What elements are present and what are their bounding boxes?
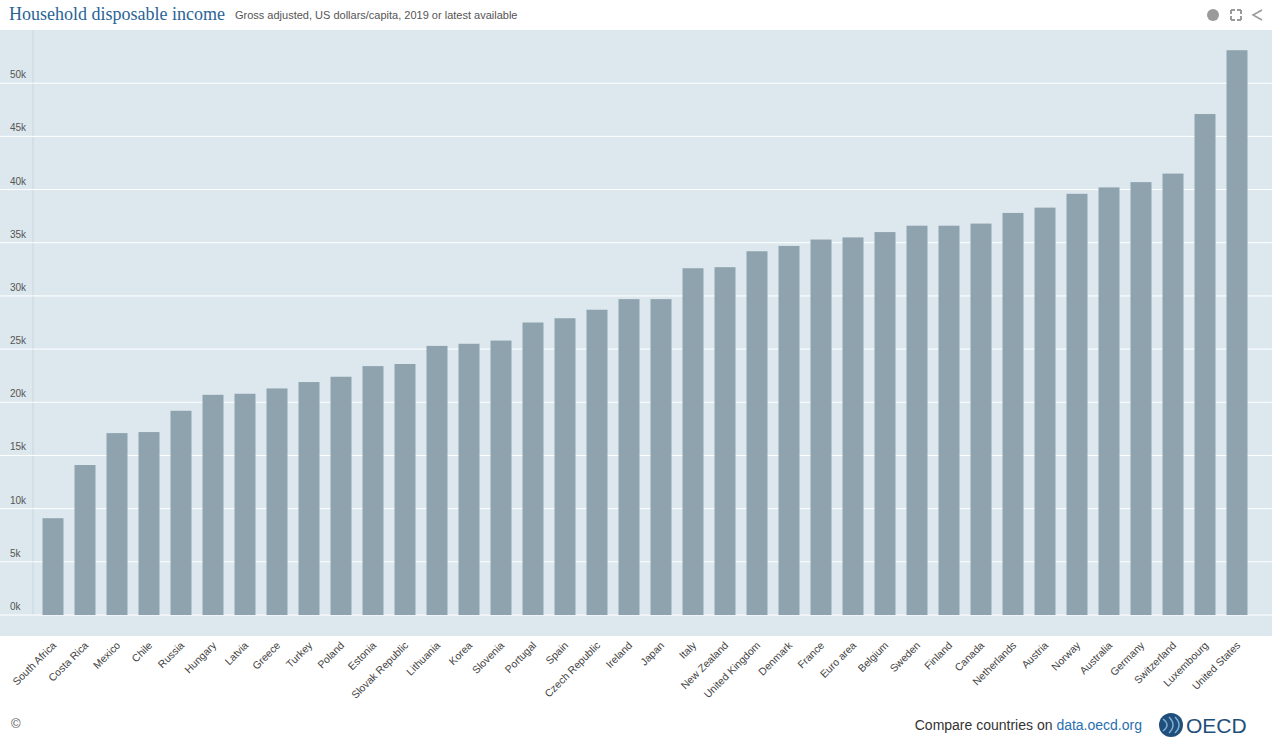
footer-link[interactable]: data.oecd.org (1056, 717, 1142, 733)
y-tick-label: 40k (10, 176, 27, 187)
bar (1163, 174, 1184, 615)
y-tick-label: 45k (10, 122, 27, 133)
bar (267, 388, 288, 615)
x-tick-label: Portugal (502, 639, 538, 675)
bar (1195, 114, 1216, 615)
bar (619, 299, 640, 615)
x-tick-label: Netherlands (970, 639, 1019, 688)
logo-globe (1159, 713, 1183, 737)
bar (587, 310, 608, 615)
x-tick-label: Finland (922, 639, 955, 672)
bar (395, 364, 416, 615)
y-tick-label: 35k (10, 229, 27, 240)
x-tick-label: Slovak Republic (349, 639, 411, 701)
x-tick-label: Belgium (855, 639, 890, 674)
x-tick-label: Japan (638, 639, 667, 668)
x-tick-label: Sweden (887, 639, 922, 674)
bar (491, 341, 512, 615)
y-tick-label: 20k (10, 388, 27, 399)
bar (651, 299, 672, 615)
share-icon (1253, 10, 1262, 20)
info-icon (1207, 9, 1219, 21)
copyright: © (11, 716, 21, 731)
subtitle: Gross adjusted, US dollars/capita, 2019 … (235, 9, 518, 21)
x-tick-label: Korea (446, 639, 474, 667)
title: Household disposable income (9, 4, 225, 24)
x-tick-label: Italy (676, 638, 699, 661)
y-tick-label: 5k (10, 548, 22, 559)
footer-text: Compare countries on data.oecd.org (915, 717, 1142, 733)
y-tick-label: 10k (10, 495, 27, 506)
bars (43, 50, 1248, 615)
logo-arcs (1163, 717, 1179, 733)
x-tick-label: Austria (1019, 639, 1051, 671)
x-tick-label: Mexico (90, 639, 122, 671)
bar (715, 267, 736, 615)
x-tick-label: Chile (129, 639, 155, 665)
x-tick-label: Spain (543, 639, 571, 667)
x-tick-label: Russia (155, 639, 186, 670)
bar (363, 366, 384, 615)
bar (523, 323, 544, 616)
plot-background (0, 30, 1272, 636)
bar (811, 240, 832, 615)
bar (779, 246, 800, 615)
bar (107, 433, 128, 615)
bar (555, 318, 576, 615)
x-tick-label: Denmark (756, 638, 795, 677)
bar (1131, 182, 1152, 615)
bar (75, 465, 96, 615)
x-tick-label: Costa Rica (46, 639, 91, 684)
x-tick-label: Greece (250, 639, 283, 672)
bar (235, 394, 256, 615)
x-tick-label: Hungary (182, 638, 219, 675)
bar (459, 344, 480, 615)
bar (1227, 50, 1248, 615)
y-tick-label: 15k (10, 441, 27, 452)
bar (171, 411, 192, 615)
x-tick-label: Turkey (284, 638, 315, 669)
grid-line (0, 136, 1272, 137)
bar (299, 382, 320, 615)
x-tick-label: United Kingdom (701, 639, 762, 700)
x-tick-label: Poland (315, 639, 347, 671)
bar (203, 395, 224, 615)
bar (331, 377, 352, 615)
bar (1099, 187, 1120, 615)
x-tick-label: Slovenia (469, 639, 506, 676)
grid-line (0, 189, 1272, 190)
bar (747, 251, 768, 615)
y-tick-label: 30k (10, 282, 27, 293)
y-tick-label: 50k (10, 69, 27, 80)
bar (971, 224, 992, 615)
grid-line (0, 83, 1272, 84)
bar (427, 346, 448, 615)
chart: 0k5k10k15k20k25k30k35k40k45k50kSouth Afr… (0, 0, 1272, 740)
bar (1035, 208, 1056, 615)
footer-label: Compare countries on (915, 717, 1053, 733)
x-tick-label: United States (1189, 639, 1242, 692)
bar (43, 518, 64, 615)
y-tick-label: 0k (10, 601, 22, 612)
x-tick-label: Latvia (222, 639, 250, 667)
bar (875, 232, 896, 615)
x-tick-label: Ireland (603, 639, 634, 670)
x-tick-label: Lithuania (404, 639, 443, 678)
y-tick-label: 25k (10, 335, 27, 346)
y-axis-line (33, 30, 34, 615)
bar (939, 226, 960, 615)
bar (843, 237, 864, 615)
bar (1003, 213, 1024, 615)
bar (1067, 194, 1088, 615)
bar (683, 268, 704, 615)
x-tick-label: Czech Republic (542, 639, 602, 699)
expand-icon (1231, 10, 1241, 20)
bar (907, 226, 928, 615)
logo-text: OECD (1186, 714, 1247, 737)
bar (139, 432, 160, 615)
x-tick-label: Euro area (817, 639, 858, 680)
